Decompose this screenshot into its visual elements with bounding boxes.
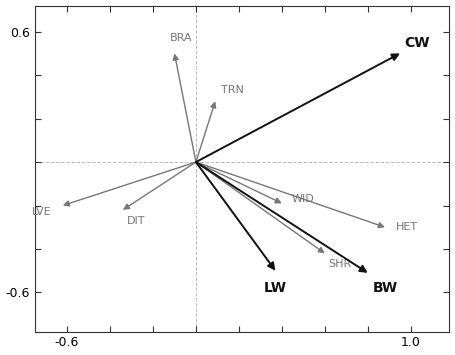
Text: TRN: TRN bbox=[221, 85, 244, 95]
Text: BW: BW bbox=[373, 281, 398, 295]
Text: WID: WID bbox=[292, 194, 315, 204]
Text: DIT: DIT bbox=[126, 216, 145, 226]
Text: LVE: LVE bbox=[31, 207, 51, 217]
Text: CW: CW bbox=[404, 36, 430, 49]
Text: SHR: SHR bbox=[328, 259, 352, 269]
Text: LW: LW bbox=[264, 281, 287, 295]
Text: HET: HET bbox=[395, 222, 418, 232]
Text: BRA: BRA bbox=[170, 33, 192, 43]
